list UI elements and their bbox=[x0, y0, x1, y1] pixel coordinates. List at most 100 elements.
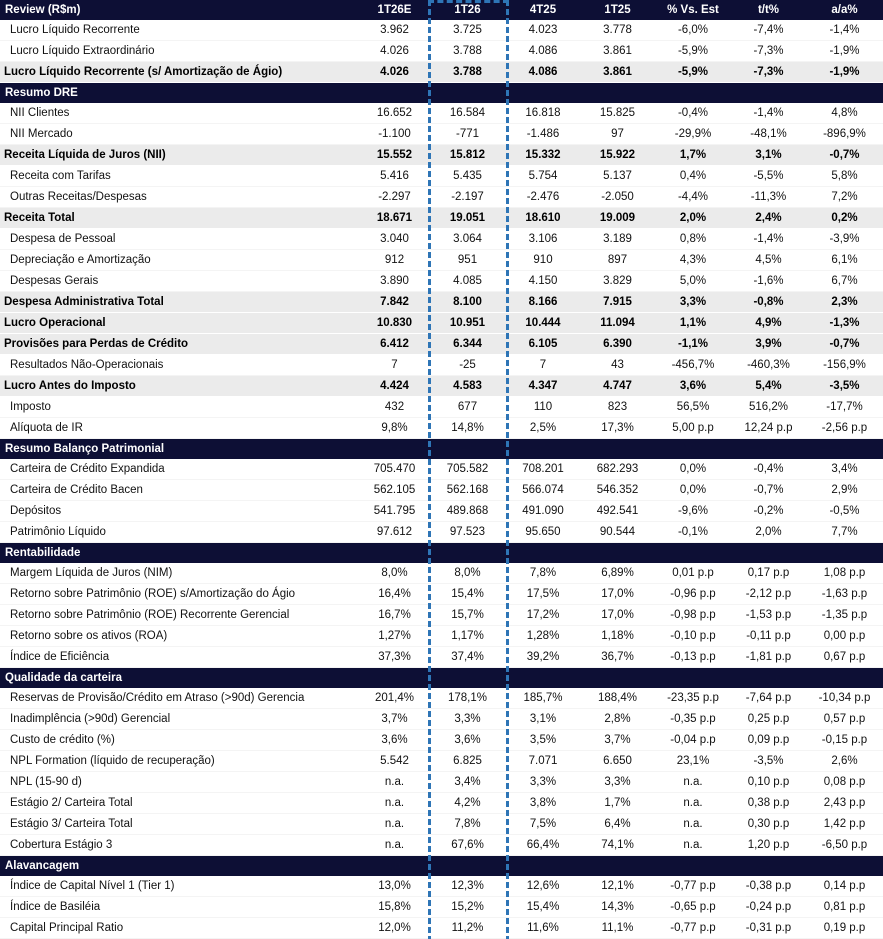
value-cell: -7,4% bbox=[753, 24, 784, 36]
value-cell: 3,3% bbox=[679, 296, 707, 308]
value-cell: -0,96 p.p bbox=[670, 588, 716, 600]
value-cell: 705.582 bbox=[446, 463, 489, 475]
value-cell: 1,18% bbox=[601, 630, 634, 642]
value-cell: 6.105 bbox=[528, 338, 558, 350]
value-cell: 6.825 bbox=[453, 755, 482, 767]
table-row: NPL (15-90 d) n.a. 3,4% 3,3% 3,3% n.a. 0,10 p.… bbox=[0, 772, 883, 793]
section-header-row: Resumo Balanço Patrimonial bbox=[0, 439, 883, 459]
value-cell: 492.541 bbox=[596, 505, 639, 517]
table-row: Carteira de Crédito Expandida 705.470 705.… bbox=[0, 459, 883, 480]
value-cell: 9,8% bbox=[381, 422, 408, 434]
value-cell: 951 bbox=[457, 254, 478, 266]
table-row: Índice de Eficiência 37,3% 37,4% 39,2% 36,7%… bbox=[0, 647, 883, 668]
value-cell: 6.390 bbox=[603, 338, 632, 350]
row-label: Lucro Líquido Recorrente bbox=[10, 24, 140, 36]
table-row: Patrimônio Líquido 97.612 97.523 95.650 90.5… bbox=[0, 522, 883, 543]
row-label: Índice de Capital Nível 1 (Tier 1) bbox=[10, 880, 175, 892]
value-cell: 16,7% bbox=[378, 609, 411, 621]
column-header-1t25: 1T25 bbox=[604, 4, 631, 16]
value-cell: 4.023 bbox=[528, 24, 558, 36]
value-cell: 0,4% bbox=[679, 170, 707, 182]
value-cell: 7.842 bbox=[380, 296, 409, 308]
table-row: Cobertura Estágio 3 n.a. 67,6% 66,4% 74,1% n.… bbox=[0, 835, 883, 856]
value-cell: 3,3% bbox=[454, 713, 481, 725]
value-cell: -0,1% bbox=[677, 526, 709, 538]
column-header-aa-pct: a/a% bbox=[831, 4, 858, 16]
value-cell: n.a. bbox=[384, 818, 405, 830]
value-cell: 0,0% bbox=[679, 484, 707, 496]
table-row: Inadimplência (>90d) Gerencial 3,7% 3,3% 3,… bbox=[0, 709, 883, 730]
table-row: Capital Principal Ratio 12,0% 11,2% 11,6% 11… bbox=[0, 918, 883, 939]
section-header-row: Qualidade da carteira bbox=[0, 668, 883, 688]
value-cell: -5,9% bbox=[677, 66, 709, 78]
value-cell: -1,4% bbox=[753, 107, 784, 119]
value-cell: -7,64 p.p bbox=[745, 692, 792, 704]
value-cell: -0,15 p.p bbox=[821, 734, 868, 746]
value-cell: 5.435 bbox=[453, 170, 482, 182]
value-cell: -0,10 p.p bbox=[670, 630, 716, 642]
row-label: Receita com Tarifas bbox=[10, 170, 111, 182]
value-cell: 3,4% bbox=[454, 776, 481, 788]
value-cell: -48,1% bbox=[750, 128, 787, 140]
value-cell: 66,4% bbox=[526, 839, 560, 851]
row-label: Índice de Basiléia bbox=[10, 901, 101, 913]
value-cell: 4,9% bbox=[755, 317, 782, 329]
row-label: Retorno sobre Patrimônio (ROE) Recorrent… bbox=[10, 609, 290, 621]
value-cell: 3.962 bbox=[380, 24, 409, 36]
value-cell: 1,28% bbox=[526, 630, 560, 642]
value-cell: 6.650 bbox=[603, 755, 632, 767]
table-row: Reservas de Provisão/Crédito em Atraso (… bbox=[0, 688, 883, 709]
value-cell: -0,77 p.p bbox=[670, 922, 716, 934]
value-cell: -17,7% bbox=[826, 401, 863, 413]
value-cell: 5.542 bbox=[380, 755, 409, 767]
row-label: Rentabilidade bbox=[5, 547, 81, 559]
total-row: Provisões para Perdas de Crédito 6.412 6.3… bbox=[0, 334, 883, 355]
value-cell: 541.795 bbox=[373, 505, 416, 517]
value-cell: 37,3% bbox=[378, 651, 411, 663]
row-label: Resumo DRE bbox=[5, 87, 78, 99]
value-cell: 4.026 bbox=[380, 45, 409, 57]
value-cell: 2,9% bbox=[831, 484, 858, 496]
row-label: Cobertura Estágio 3 bbox=[10, 839, 113, 851]
value-cell: 7,8% bbox=[454, 818, 481, 830]
row-label: Depreciação e Amortização bbox=[10, 254, 151, 266]
value-cell: 13,0% bbox=[378, 880, 411, 892]
value-cell: 1,27% bbox=[378, 630, 411, 642]
value-cell: 8,0% bbox=[454, 567, 481, 579]
table-row: NII Mercado -1.100 -771 -1.486 97 -29,9% -48,1… bbox=[0, 124, 883, 145]
value-cell: 110 bbox=[533, 401, 553, 413]
table-row: Despesas Gerais 3.890 4.085 4.150 3.829 5,0% -… bbox=[0, 271, 883, 292]
table-row: Margem Líquida de Juros (NIM) 8,0% 8,0% 7,8… bbox=[0, 563, 883, 584]
table-row: Lucro Líquido Extraordinário 4.026 3.788 4.… bbox=[0, 41, 883, 62]
value-cell: -0,7% bbox=[829, 338, 860, 350]
row-label: NII Mercado bbox=[10, 128, 73, 140]
value-cell: -3,5% bbox=[829, 380, 860, 392]
value-cell: 14,8% bbox=[451, 422, 484, 434]
value-cell: n.a. bbox=[683, 818, 703, 830]
value-cell: 95.650 bbox=[525, 526, 561, 538]
value-cell: 0,17 p.p bbox=[747, 567, 790, 579]
table-row: Índice de Basiléia 15,8% 15,2% 15,4% 14,3% -0… bbox=[0, 897, 883, 918]
value-cell: -0,4% bbox=[677, 107, 709, 119]
value-cell: 5.416 bbox=[380, 170, 409, 182]
value-cell: 0,09 p.p bbox=[747, 734, 790, 746]
value-cell: 5,00 p.p bbox=[672, 422, 714, 434]
table-row: Custo de crédito (%) 3,6% 3,6% 3,5% 3,7% -0,0… bbox=[0, 730, 883, 751]
value-cell: 23,1% bbox=[676, 755, 710, 767]
value-cell: -1,9% bbox=[829, 45, 860, 57]
value-cell: 7 bbox=[539, 359, 547, 371]
column-header-1t26: 1T26 bbox=[454, 4, 481, 16]
value-cell: 1,20 p.p bbox=[747, 839, 790, 851]
row-label: Margem Líquida de Juros (NIM) bbox=[10, 567, 173, 579]
value-cell: 1,17% bbox=[451, 630, 484, 642]
value-cell: 489.868 bbox=[446, 505, 489, 517]
value-cell: 0,0% bbox=[679, 463, 707, 475]
value-cell: 4.583 bbox=[453, 380, 482, 392]
value-cell: -0,31 p.p bbox=[745, 922, 792, 934]
row-label: Lucro Líquido Recorrente (s/ Amortização… bbox=[4, 66, 283, 78]
value-cell: n.a. bbox=[683, 839, 703, 851]
table-row: Alíquota de IR 9,8% 14,8% 2,5% 17,3% 5,00 p.p… bbox=[0, 418, 883, 439]
value-cell: 912 bbox=[384, 254, 405, 266]
value-cell: 6.344 bbox=[453, 338, 482, 350]
